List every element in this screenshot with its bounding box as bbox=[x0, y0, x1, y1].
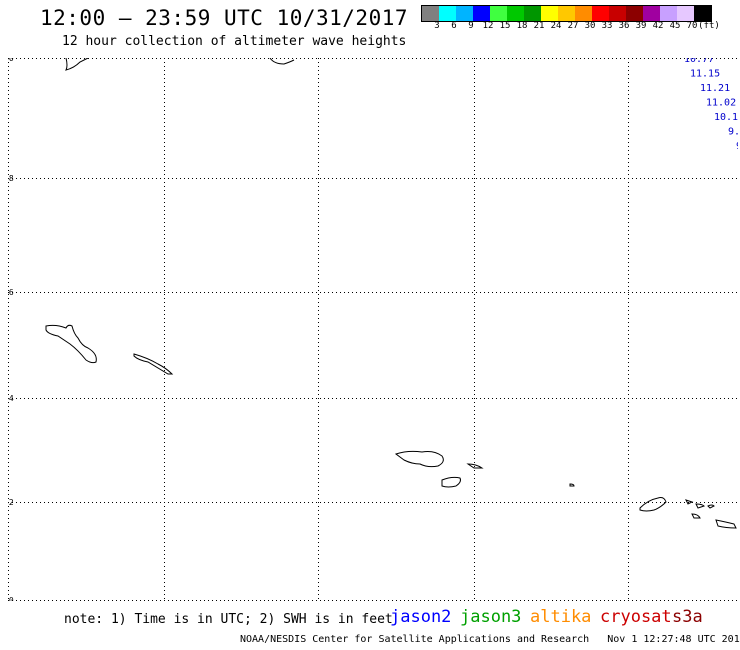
scale-label: 18 bbox=[516, 21, 528, 31]
scale-swatch-11 bbox=[609, 6, 626, 21]
scale-label: 42 bbox=[652, 21, 664, 31]
scale-swatch-2 bbox=[456, 6, 473, 21]
scale-label: 33 bbox=[601, 21, 613, 31]
scale-swatch-16 bbox=[694, 6, 711, 21]
wave-height-reading: 10.1 bbox=[714, 112, 738, 123]
wave-height-map: 605856545250 165168171174177 10.7711.151… bbox=[8, 58, 738, 601]
scale-swatch-15 bbox=[677, 6, 694, 21]
scale-label: 36 bbox=[618, 21, 630, 31]
scale-label: 24 bbox=[550, 21, 562, 31]
scale-label: 9 bbox=[468, 21, 474, 31]
wave-height-reading: 11.21 bbox=[700, 83, 730, 94]
scale-label: (ft) bbox=[698, 21, 720, 31]
latitude-labels: 60 58 56 54 52 50 bbox=[8, 58, 14, 601]
satellite-s3a: s3a bbox=[672, 607, 703, 627]
wave-height-readings: 10.77 11.15 11.21 11.02 10.1 9. 9 bbox=[684, 58, 738, 152]
scale-swatch-0 bbox=[422, 6, 439, 21]
aleutian-island-4 bbox=[569, 483, 575, 487]
units-note: note: 1) Time is in UTC; 2) SWH is in fe… bbox=[64, 612, 393, 627]
scale-label: 45 bbox=[669, 21, 681, 31]
scale-label: 3 bbox=[434, 21, 440, 31]
satellite-altika: altika bbox=[530, 607, 592, 627]
scale-label: 15 bbox=[499, 21, 511, 31]
wave-height-reading: 9 bbox=[736, 141, 738, 152]
map-grid bbox=[8, 58, 738, 601]
scale-swatch-5 bbox=[507, 6, 524, 21]
scale-swatch-12 bbox=[626, 6, 643, 21]
footer-agency: NOAA/NESDIS Center for Satellite Applica… bbox=[240, 634, 590, 645]
scale-label: 39 bbox=[635, 21, 647, 31]
latitude-label: 54 bbox=[8, 394, 14, 403]
aleutian-island-3 bbox=[466, 463, 484, 469]
scale-swatch-6 bbox=[524, 6, 541, 21]
small-island-coast bbox=[133, 353, 174, 375]
satellite-cryosat: cryosat bbox=[600, 607, 672, 627]
footer-credit: NOAA/NESDIS Center for Satellite Applica… bbox=[240, 634, 740, 645]
latitude-label: 50 bbox=[8, 596, 14, 601]
scale-swatch-8 bbox=[558, 6, 575, 21]
aleutian-island-7 bbox=[695, 503, 705, 509]
aleutian-island-5 bbox=[639, 497, 667, 512]
scale-label: 30 bbox=[584, 21, 596, 31]
latitude-label: 56 bbox=[8, 288, 14, 297]
st-lawrence-island-coast bbox=[45, 324, 97, 364]
scale-label: 6 bbox=[451, 21, 457, 31]
page-subtitle: 12 hour collection of altimeter wave hei… bbox=[62, 34, 407, 49]
aleutian-island-9 bbox=[691, 513, 701, 519]
scale-swatch-1 bbox=[439, 6, 456, 21]
coastlines bbox=[45, 58, 737, 529]
scale-swatch-3 bbox=[473, 6, 490, 21]
latitude-label: 52 bbox=[8, 498, 14, 507]
satellite-jason2: jason2 bbox=[390, 607, 452, 627]
page-title: 12:00 – 23:59 UTC 10/31/2017 bbox=[40, 6, 409, 30]
scale-swatch-7 bbox=[541, 6, 558, 21]
scale-swatch-13 bbox=[643, 6, 660, 21]
satellite-jason3: jason3 bbox=[460, 607, 522, 627]
color-scale bbox=[421, 5, 712, 22]
wave-height-reading: 11.15 bbox=[690, 69, 720, 80]
scale-label: 70 bbox=[686, 21, 698, 31]
aleutian-island-8 bbox=[707, 504, 715, 509]
scale-swatch-14 bbox=[660, 6, 677, 21]
scale-label: 12 bbox=[482, 21, 494, 31]
aleutian-island-1 bbox=[394, 450, 444, 468]
latitude-label: 60 bbox=[8, 58, 14, 63]
scale-swatch-10 bbox=[592, 6, 609, 21]
latitude-label: 58 bbox=[8, 174, 14, 183]
scale-label: 27 bbox=[567, 21, 579, 31]
aleutian-island-2 bbox=[441, 476, 461, 488]
wave-height-reading: 9. bbox=[728, 127, 738, 138]
aleutian-island-6 bbox=[685, 499, 694, 505]
coastline-north-left bbox=[65, 58, 89, 71]
wave-height-reading: 10.77 bbox=[684, 58, 714, 65]
scale-swatch-9 bbox=[575, 6, 592, 21]
aleutian-island-10 bbox=[715, 519, 737, 529]
coastline-north-mid bbox=[269, 58, 295, 65]
scale-swatch-4 bbox=[490, 6, 507, 21]
scale-label: 21 bbox=[533, 21, 545, 31]
wave-height-reading: 11.02 bbox=[706, 98, 736, 109]
footer-timestamp: Nov 1 12:27:48 UTC 2017 bbox=[607, 634, 740, 645]
